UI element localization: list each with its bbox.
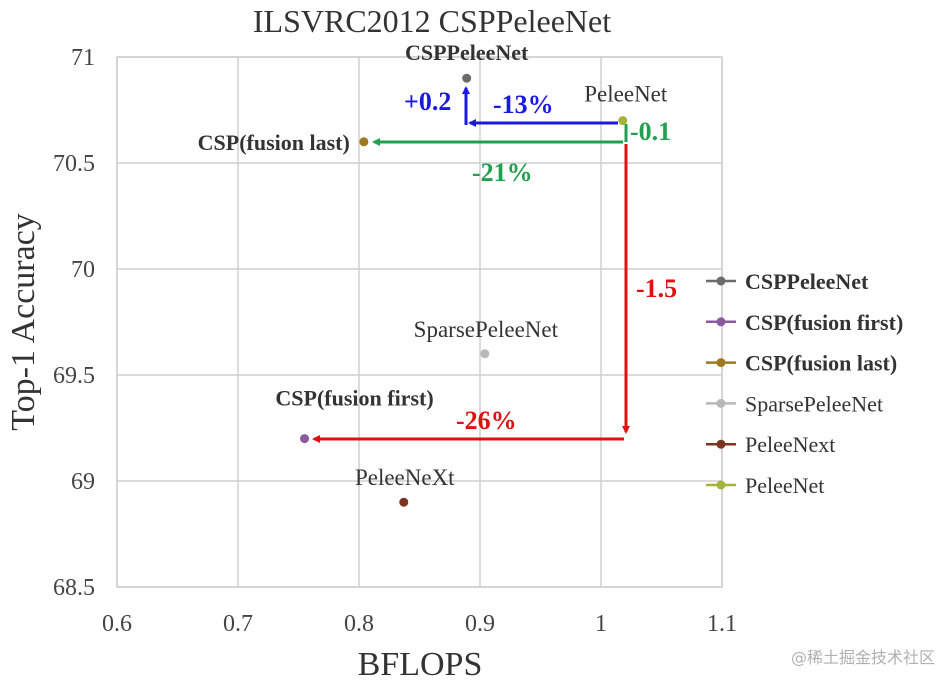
point-label-sparsepeleenet: SparsePeleeNet <box>414 317 559 342</box>
y-tick-label: 68.5 <box>53 575 95 601</box>
y-tick-label: 70.5 <box>53 151 95 177</box>
point-label-peleenext: PeleeNeXt <box>355 465 455 490</box>
y-tick-label: 69 <box>71 469 95 495</box>
legend-marker-csp-fusion-last <box>716 358 726 368</box>
legend-label-peleenet: PeleeNet <box>745 473 824 498</box>
y-axis-ticks: 68.5 69 69.5 70 70.5 71 <box>53 45 95 601</box>
legend-marker-csppeleenet <box>716 276 726 286</box>
legend-marker-peleenext <box>716 439 726 449</box>
legend: CSPPeleeNet CSP(fusion first) CSP(fusion l… <box>706 269 903 498</box>
legend-label-csppeleenet: CSPPeleeNet <box>745 269 869 294</box>
legend-label-csp-fusion-first: CSP(fusion first) <box>745 310 903 335</box>
point-peleenext <box>399 497 409 507</box>
point-label-csppeleenet: CSPPeleeNet <box>405 40 529 65</box>
x-axis-ticks: 0.6 0.7 0.8 0.9 1 1.1 <box>102 611 737 637</box>
point-sparsepeleenet <box>480 349 490 359</box>
point-csppeleenet <box>462 73 472 83</box>
legend-marker-peleenet <box>716 480 726 490</box>
x-tick-label: 1.1 <box>707 611 737 637</box>
point-peleenet <box>618 116 628 126</box>
legend-label-peleenext: PeleeNext <box>745 432 835 457</box>
x-tick-label: 0.7 <box>223 611 253 637</box>
annotation-red-accuracy: -1.5 <box>636 274 677 303</box>
annotation-green-flops: -21% <box>472 158 533 187</box>
annotation-blue-flops: -13% <box>493 90 554 119</box>
point-csp-fusion-first <box>300 434 310 444</box>
y-axis-label: Top-1 Accuracy <box>5 213 42 431</box>
annotation-green-accuracy: -0.1 <box>630 117 671 146</box>
y-tick-label: 69.5 <box>53 363 95 389</box>
point-label-peleenet: PeleeNet <box>584 82 668 107</box>
annotation-blue-accuracy: +0.2 <box>404 87 451 116</box>
x-tick-label: 1 <box>595 611 607 637</box>
point-csp-fusion-last <box>359 137 369 147</box>
annotation-red-flops: -26% <box>456 406 517 435</box>
x-tick-label: 0.9 <box>465 611 495 637</box>
chart-title: ILSVRC2012 CSPPeleeNet <box>253 3 611 39</box>
point-label-csp-fusion-first: CSP(fusion first) <box>275 386 433 411</box>
x-tick-label: 0.6 <box>102 611 132 637</box>
legend-label-sparsepeleenet: SparsePeleeNet <box>745 391 883 416</box>
legend-marker-csp-fusion-first <box>716 317 726 327</box>
x-axis-label: BFLOPS <box>358 646 483 683</box>
watermark: @稀土掘金技术社区 <box>791 648 935 667</box>
point-label-csp-fusion-last: CSP(fusion last) <box>198 130 350 155</box>
data-points: CSPPeleeNet CSP(fusion first) CSP(fusion l… <box>198 40 668 507</box>
x-tick-label: 0.8 <box>344 611 374 637</box>
legend-label-csp-fusion-last: CSP(fusion last) <box>745 351 897 376</box>
legend-marker-sparsepeleenet <box>716 398 726 408</box>
y-tick-label: 70 <box>71 257 95 283</box>
y-tick-label: 71 <box>71 45 95 71</box>
